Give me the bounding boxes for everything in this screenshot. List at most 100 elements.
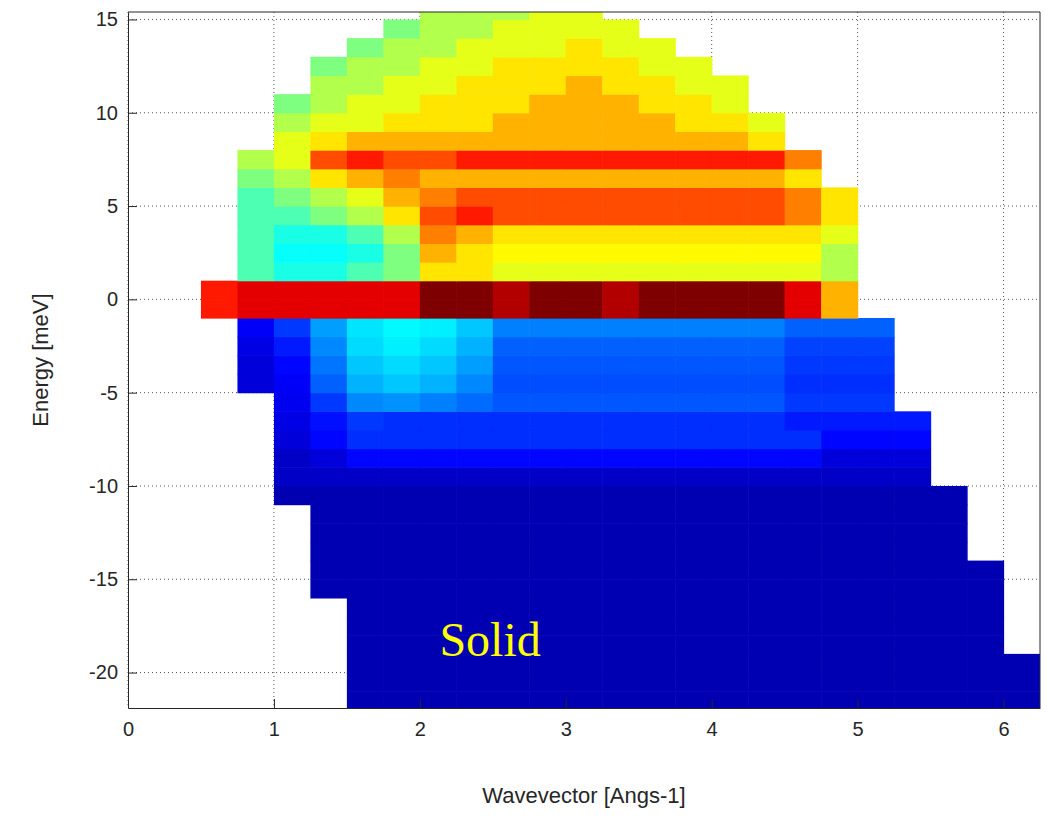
heatmap-cell (347, 374, 384, 393)
heatmap-cell (420, 75, 457, 94)
heatmap-cell (274, 131, 311, 150)
heatmap-cell (310, 94, 347, 113)
heatmap-cell (383, 411, 420, 430)
heatmap-cell (310, 542, 347, 561)
heatmap-cell (566, 393, 603, 412)
heatmap-cell (821, 225, 858, 244)
heatmap-cell (310, 169, 347, 188)
heatmap-cell (347, 523, 384, 542)
heatmap-cell (493, 57, 530, 76)
heatmap-cell (566, 635, 603, 654)
heatmap-cell (821, 187, 858, 206)
heatmap-cell (274, 262, 311, 281)
heatmap-cell (858, 318, 895, 337)
heatmap-cell (529, 542, 566, 561)
heatmap-cell (931, 691, 968, 708)
heatmap-cell (310, 449, 347, 468)
heatmap-cell (529, 243, 566, 262)
heatmap-cell (602, 523, 639, 542)
heatmap-cell (274, 281, 311, 300)
heatmap-cell (529, 318, 566, 337)
heatmap-cell (785, 411, 822, 430)
heatmap-cell (274, 374, 311, 393)
heatmap-cell (566, 131, 603, 150)
heatmap-cell (712, 225, 749, 244)
heatmap-cell (420, 113, 457, 132)
heatmap-cell (712, 262, 749, 281)
heatmap-cell (274, 169, 311, 188)
heatmap-cell (639, 523, 676, 542)
heatmap-cell (675, 486, 712, 505)
heatmap-cell (420, 299, 457, 318)
heatmap-cell (748, 355, 785, 374)
y-tick: 10 (96, 102, 137, 124)
heatmap-cell (383, 486, 420, 505)
heatmap-cell (712, 635, 749, 654)
heatmap-cell (529, 449, 566, 468)
heatmap-cell (566, 486, 603, 505)
heatmap-cell (712, 94, 749, 113)
heatmap-cell (493, 561, 530, 580)
heatmap-cell (858, 355, 895, 374)
heatmap-cell (383, 617, 420, 636)
heatmap-cell (602, 337, 639, 356)
heatmap-cell (712, 467, 749, 486)
heatmap-cell (858, 673, 895, 692)
heatmap-cell (493, 281, 530, 300)
x-tick: 3 (561, 699, 572, 740)
heatmap-cell (858, 430, 895, 449)
heatmap-cell (274, 206, 311, 225)
heatmap-cell (383, 19, 420, 38)
heatmap-cell (310, 393, 347, 412)
heatmap-cell (712, 281, 749, 300)
heatmap-cell (858, 635, 895, 654)
heatmap-cell (712, 337, 749, 356)
heatmap-cell (566, 150, 603, 169)
heatmap-cell (383, 150, 420, 169)
heatmap-cell (383, 169, 420, 188)
heatmap-cell (785, 617, 822, 636)
heatmap-cell (493, 169, 530, 188)
heatmap-cell (675, 187, 712, 206)
y-tick-mark (128, 299, 137, 300)
heatmap-cell (566, 57, 603, 76)
heatmap-cell (456, 19, 493, 38)
heatmap-cell (274, 486, 311, 505)
heatmap-cell (420, 169, 457, 188)
heatmap-cell (456, 38, 493, 57)
heatmap-cell (347, 94, 384, 113)
heatmap-cell (456, 449, 493, 468)
heatmap-cell (785, 542, 822, 561)
heatmap-cell (310, 75, 347, 94)
heatmap-cell (748, 598, 785, 617)
heatmap-cell (493, 12, 530, 20)
heatmap-cell (566, 225, 603, 244)
heatmap-cell (931, 523, 968, 542)
heatmap-cell (931, 486, 968, 505)
x-axis: 0123456 (123, 699, 1041, 740)
heatmap-cell (529, 38, 566, 57)
heatmap-cell (894, 411, 931, 430)
heatmap-cell (785, 337, 822, 356)
heatmap-cell (858, 654, 895, 673)
heatmap-cell (785, 598, 822, 617)
heatmap-cell (493, 430, 530, 449)
heatmap-cell (821, 505, 858, 524)
heatmap-cell (639, 38, 676, 57)
heatmap-cell (420, 243, 457, 262)
heatmap-cell (420, 38, 457, 57)
heatmap-cell (785, 150, 822, 169)
heatmap-cell (566, 206, 603, 225)
heatmap-cell (602, 598, 639, 617)
heatmap-cell (675, 430, 712, 449)
heatmap-cell (1004, 691, 1040, 708)
y-tick-label: -20 (89, 661, 118, 683)
heatmap-cell (420, 187, 457, 206)
heatmap-cell (748, 150, 785, 169)
heatmap-cell (712, 318, 749, 337)
heatmap-cell (456, 486, 493, 505)
heatmap-cell (310, 505, 347, 524)
heatmap-cell (420, 262, 457, 281)
heatmap-cell (383, 393, 420, 412)
heatmap-cell (675, 299, 712, 318)
